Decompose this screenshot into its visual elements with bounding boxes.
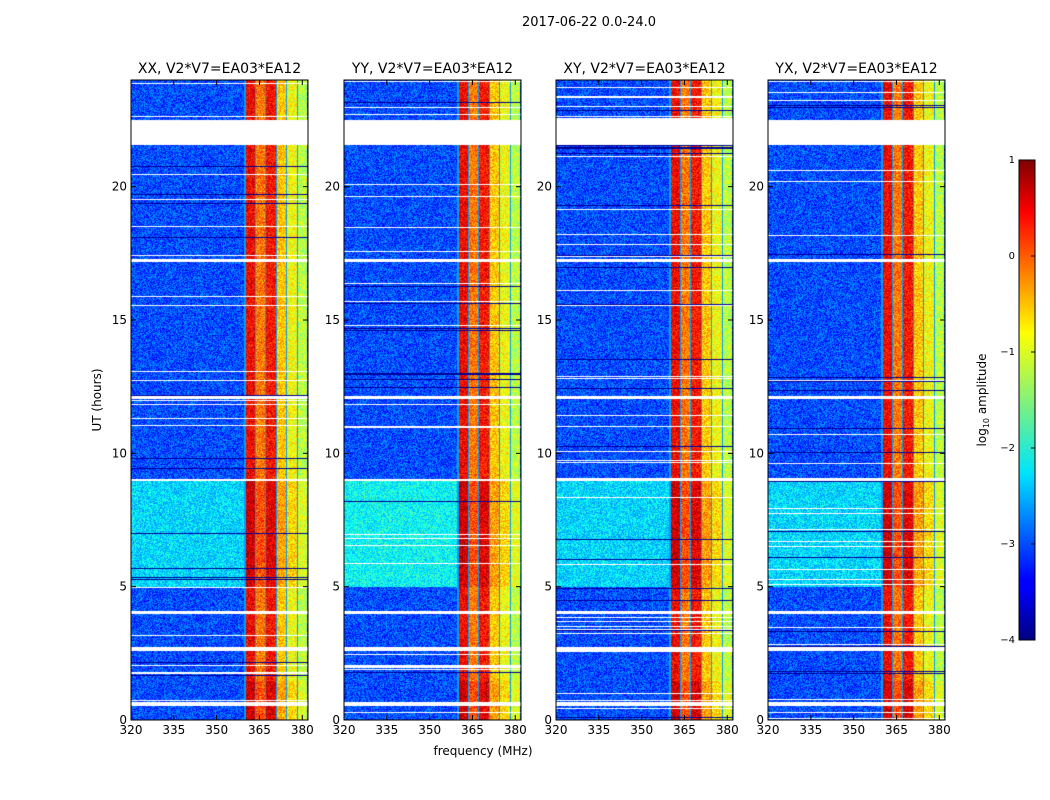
y-tick-label: 15 xyxy=(112,313,127,327)
y-tick-label: 5 xyxy=(332,580,340,594)
y-tick-label: 20 xyxy=(749,180,764,194)
x-tick-label: 365 xyxy=(885,723,908,737)
colorbar-label-rest: amplitude xyxy=(975,354,989,418)
x-tick-label: 350 xyxy=(630,723,653,737)
y-tick-label: 0 xyxy=(332,713,340,727)
panel-3: XY, V2*V7=EA03*EA12 320 335 350 365 380 0 5 10 15… xyxy=(537,61,739,737)
x-tick-label: 365 xyxy=(673,723,696,737)
x-tick-label: 350 xyxy=(205,723,228,737)
waterfall-image xyxy=(131,80,308,720)
y-tick-label: 10 xyxy=(749,446,764,460)
colorbar-tick-label: 0 xyxy=(1009,251,1015,262)
panel-1-waterfall xyxy=(131,80,308,720)
colorbar-label-subscript: 10 xyxy=(982,418,991,428)
panel-4: YX, V2*V7=EA03*EA12 320 335 350 365 380 0 5 10 15… xyxy=(749,61,951,737)
y-tick-label: 0 xyxy=(544,713,552,727)
x-tick-label: 380 xyxy=(716,723,739,737)
figure-suptitle: 2017-06-22 0.0-24.0 xyxy=(522,15,656,30)
x-tick-label: 335 xyxy=(799,723,822,737)
panel-3-waterfall xyxy=(556,80,733,720)
x-tick-label: 320 xyxy=(757,723,780,737)
colorbar-gradient xyxy=(1018,159,1036,641)
panel-2-frame xyxy=(343,79,522,721)
x-tick-label: 320 xyxy=(333,723,356,737)
y-tick-label: 20 xyxy=(537,180,552,194)
y-tick-label: 10 xyxy=(537,446,552,460)
waterfall-image xyxy=(344,80,521,720)
y-tick-label: 20 xyxy=(112,180,127,194)
x-tick-label: 380 xyxy=(928,723,951,737)
panel-3-frame xyxy=(555,79,734,721)
y-tick-label: 20 xyxy=(325,180,340,194)
y-axis-label: UT (hours) xyxy=(90,368,104,431)
x-axis-label: frequency (MHz) xyxy=(433,744,532,758)
panel-1-frame xyxy=(130,79,309,721)
x-tick-label: 350 xyxy=(418,723,441,737)
panel-4-waterfall xyxy=(768,80,945,720)
x-tick-label: 380 xyxy=(504,723,527,737)
panel-4-frame xyxy=(767,79,946,721)
y-tick-label: 5 xyxy=(544,580,552,594)
x-tick-label: 365 xyxy=(461,723,484,737)
x-tick-label: 350 xyxy=(842,723,865,737)
y-tick-label: 15 xyxy=(749,313,764,327)
y-tick-label: 0 xyxy=(756,713,764,727)
panel-4-title: YX, V2*V7=EA03*EA12 xyxy=(774,61,937,77)
x-tick-label: 365 xyxy=(248,723,271,737)
panel-1-title: XX, V2*V7=EA03*EA12 xyxy=(138,61,301,77)
colorbar-tick-label: −1 xyxy=(1000,347,1015,358)
y-tick-label: 15 xyxy=(325,313,340,327)
y-tick-label: 0 xyxy=(119,713,127,727)
y-tick-label: 5 xyxy=(756,580,764,594)
x-tick-label: 335 xyxy=(162,723,185,737)
x-tick-label: 320 xyxy=(120,723,143,737)
colorbar: 10−1−2−3−4 log10 amplitude xyxy=(975,155,1036,646)
panel-2: YY, V2*V7=EA03*EA12 320 335 350 365 380 0 5 10 15… xyxy=(325,61,527,737)
y-tick-label: 10 xyxy=(325,446,340,460)
x-tick-label: 380 xyxy=(291,723,314,737)
colorbar-tick-label: −3 xyxy=(1000,539,1015,550)
colorbar-tick-label: −4 xyxy=(1000,635,1015,646)
colorbar-tick-label: −2 xyxy=(1000,443,1015,454)
colorbar-label: log10 amplitude xyxy=(975,354,991,447)
y-tick-label: 10 xyxy=(112,446,127,460)
panel-2-waterfall xyxy=(344,80,521,720)
waterfall-image xyxy=(768,80,945,720)
x-tick-label: 320 xyxy=(545,723,568,737)
x-tick-label: 335 xyxy=(587,723,610,737)
x-tick-label: 335 xyxy=(375,723,398,737)
panel-1: XX, V2*V7=EA03*EA12 320 335 350 365 380 0 5 10 15… xyxy=(112,61,314,737)
panel-3-title: XY, V2*V7=EA03*EA12 xyxy=(563,61,725,77)
waterfall-image xyxy=(556,80,733,720)
panel-2-title: YY, V2*V7=EA03*EA12 xyxy=(351,61,513,77)
y-tick-label: 15 xyxy=(537,313,552,327)
colorbar-tick-label: 1 xyxy=(1009,155,1015,166)
y-tick-label: 5 xyxy=(119,580,127,594)
